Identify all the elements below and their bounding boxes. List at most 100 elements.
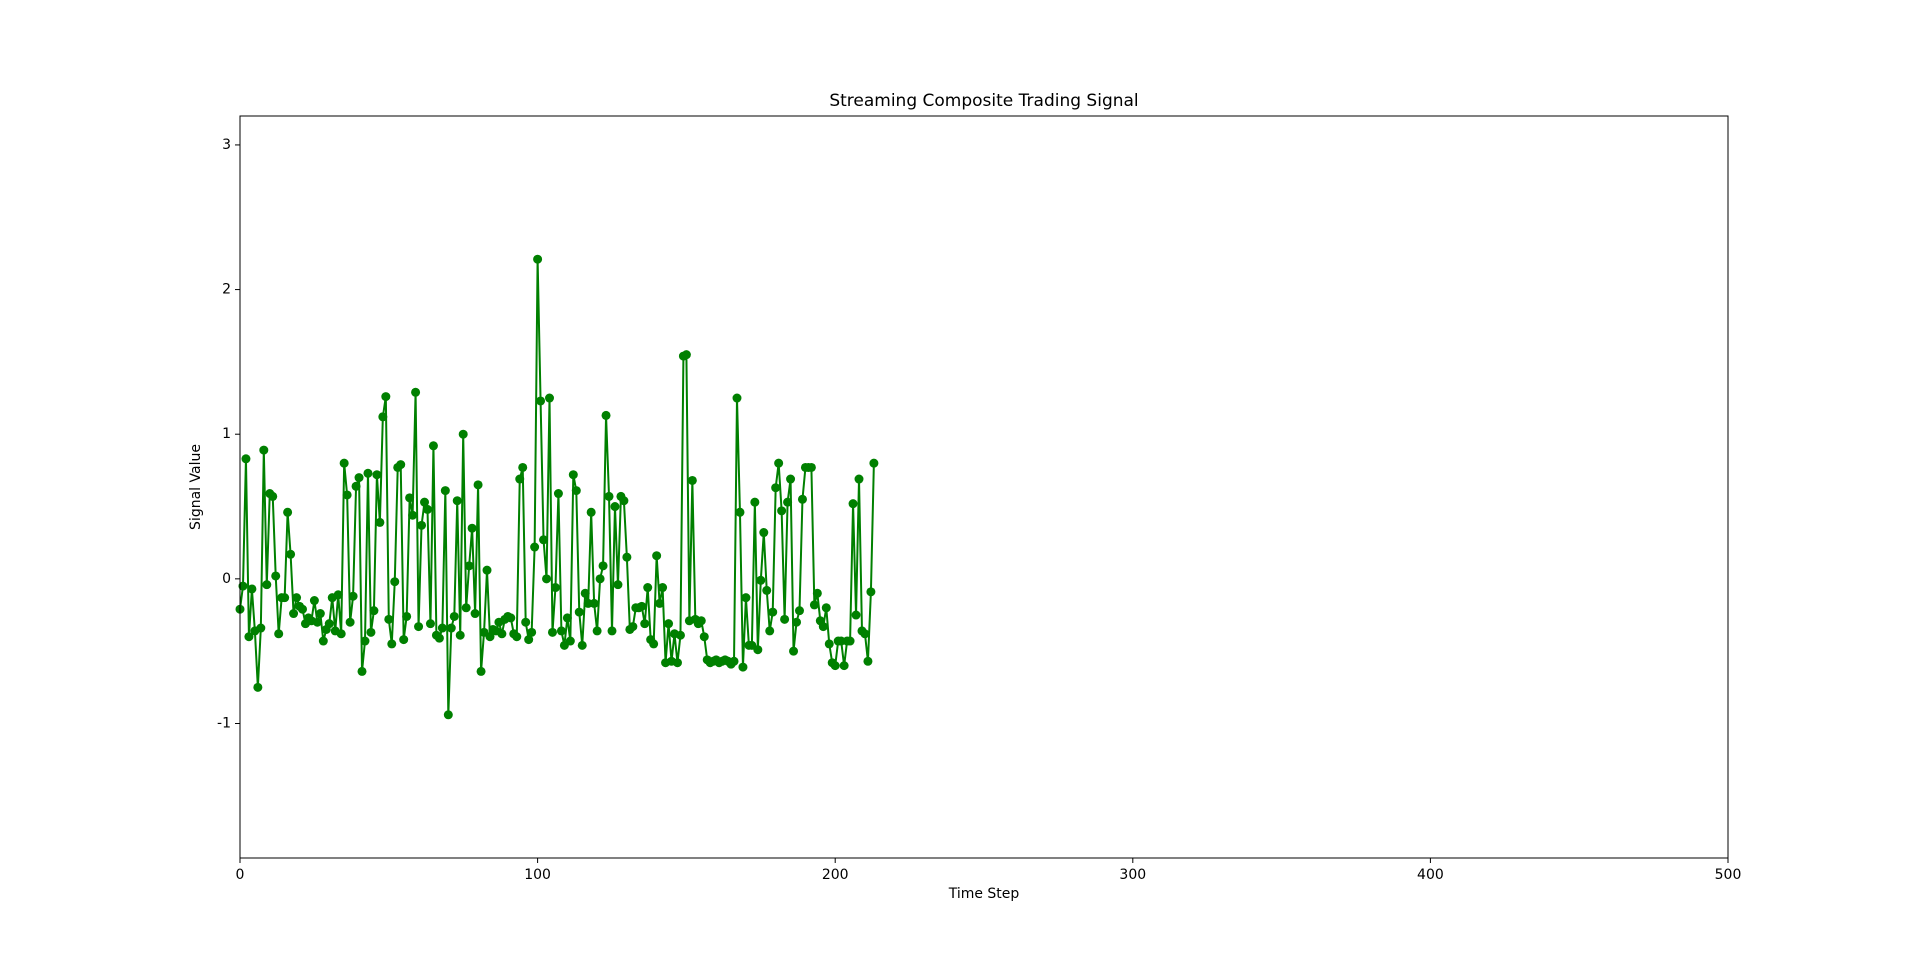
data-point xyxy=(863,656,873,666)
data-point xyxy=(470,609,480,619)
data-point xyxy=(422,504,432,514)
data-point xyxy=(568,470,578,480)
data-point xyxy=(464,561,474,571)
data-point xyxy=(536,396,546,406)
data-point xyxy=(619,496,629,506)
data-point xyxy=(592,626,602,636)
data-point xyxy=(637,601,647,611)
data-point xyxy=(283,507,293,517)
data-point xyxy=(521,617,531,627)
data-point xyxy=(417,520,427,530)
data-point xyxy=(768,607,778,617)
data-point xyxy=(434,633,444,643)
x-tick-label: 0 xyxy=(236,867,245,883)
data-point xyxy=(571,486,581,496)
data-point xyxy=(369,606,379,616)
data-point xyxy=(253,682,263,692)
data-point xyxy=(262,580,272,590)
data-point xyxy=(845,636,855,646)
data-point xyxy=(372,470,382,480)
y-tick-label: 0 xyxy=(222,571,231,587)
data-point xyxy=(860,629,870,639)
data-point xyxy=(440,486,450,496)
data-point xyxy=(818,622,828,632)
data-point xyxy=(497,629,507,639)
data-point xyxy=(586,507,596,517)
data-point xyxy=(363,468,373,478)
x-tick-label: 500 xyxy=(1715,867,1742,883)
data-point xyxy=(595,574,605,584)
data-point xyxy=(777,506,787,516)
data-point xyxy=(324,619,334,629)
data-point xyxy=(452,496,462,506)
data-point xyxy=(241,454,251,464)
data-point xyxy=(604,491,614,501)
data-point xyxy=(280,593,290,603)
data-point xyxy=(339,458,349,468)
data-point xyxy=(455,630,465,640)
data-point xyxy=(405,493,415,503)
data-point xyxy=(786,474,796,484)
data-point xyxy=(375,517,385,527)
data-point xyxy=(789,646,799,656)
data-point xyxy=(812,588,822,598)
y-axis-label: Signal Value xyxy=(188,444,204,530)
data-point xyxy=(664,619,674,629)
data-point xyxy=(762,585,772,595)
data-point xyxy=(699,632,709,642)
data-point xyxy=(256,623,266,633)
data-point xyxy=(821,603,831,613)
data-point xyxy=(681,350,691,360)
data-point xyxy=(357,666,367,676)
data-point xyxy=(696,616,706,626)
x-tick-label: 100 xyxy=(524,867,551,883)
data-point xyxy=(443,710,453,720)
data-point xyxy=(402,611,412,621)
data-point xyxy=(866,587,876,597)
y-tick-label: 2 xyxy=(222,282,231,298)
data-point xyxy=(610,502,620,512)
data-point xyxy=(574,607,584,617)
data-point xyxy=(297,604,307,614)
data-point xyxy=(753,645,763,655)
data-point xyxy=(425,619,435,629)
y-tick-label: -1 xyxy=(217,715,231,731)
data-point xyxy=(562,613,572,623)
data-point xyxy=(292,593,302,603)
plot-frame xyxy=(239,115,1729,859)
data-point xyxy=(542,574,552,584)
data-point xyxy=(780,614,790,624)
data-point xyxy=(759,528,769,538)
data-point xyxy=(741,593,751,603)
data-point xyxy=(607,626,617,636)
data-point xyxy=(247,584,257,594)
data-point xyxy=(524,635,534,645)
data-point xyxy=(732,393,742,403)
data-point xyxy=(765,626,775,636)
data-point xyxy=(399,635,409,645)
data-point xyxy=(342,490,352,500)
data-point xyxy=(809,600,819,610)
data-point xyxy=(622,552,632,562)
data-point xyxy=(824,639,834,649)
data-point xyxy=(547,627,557,637)
data-point xyxy=(577,640,587,650)
data-point xyxy=(869,458,879,468)
x-tick-label: 200 xyxy=(822,867,849,883)
data-point xyxy=(640,619,650,629)
data-point xyxy=(738,662,748,672)
data-point xyxy=(354,473,364,483)
data-point xyxy=(390,577,400,587)
data-point xyxy=(794,606,804,616)
x-tick-label: 400 xyxy=(1417,867,1444,883)
data-point xyxy=(286,549,296,559)
data-point xyxy=(244,632,254,642)
data-point xyxy=(289,609,299,619)
data-point xyxy=(735,507,745,517)
data-point xyxy=(473,480,483,490)
y-tick-label: 1 xyxy=(222,426,231,442)
data-point xyxy=(580,588,590,598)
data-point xyxy=(515,474,525,484)
data-point xyxy=(756,575,766,585)
data-point xyxy=(672,658,682,668)
